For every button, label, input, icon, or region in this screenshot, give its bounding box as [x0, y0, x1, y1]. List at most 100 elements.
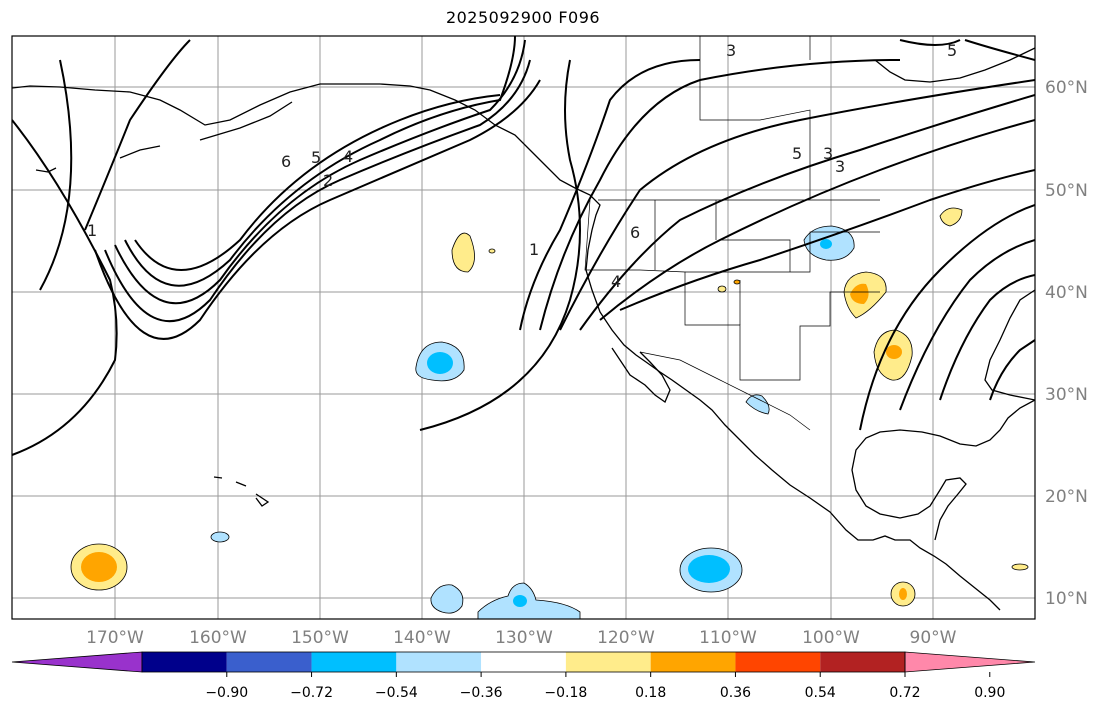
- shade-lightblue-108w: [745, 394, 770, 415]
- shade-yellow-small: [488, 248, 496, 254]
- lat-label: 40°N: [1045, 283, 1088, 303]
- contour-label: 6: [281, 152, 291, 171]
- contour-2a: [84, 39, 191, 231]
- lon-label: 170°W: [86, 628, 144, 648]
- contour-1b: [39, 59, 73, 291]
- lat-label: 60°N: [1045, 78, 1088, 98]
- colorbar-tick-label: 0.18: [635, 685, 666, 701]
- colorbar-tick-label: −0.90: [205, 685, 248, 701]
- hudson-coastline: [874, 47, 1035, 83]
- us-mexico-border: [639, 351, 811, 431]
- canada-province-borders: [699, 36, 811, 200]
- map-frame: [11, 35, 1036, 620]
- lat-label: 10°N: [1045, 589, 1088, 609]
- colorbar: −0.90 −0.72 −0.54 −0.36 −0.18 0.18 0.36 …: [11, 651, 1036, 701]
- contour-5a: [599, 119, 1035, 321]
- shade-orange-utah: [733, 279, 741, 285]
- map-title: 2025092900 F096: [445, 8, 601, 27]
- contour-5: [124, 36, 516, 287]
- contour-label: 4: [343, 147, 353, 166]
- shade-yellow-utah: [717, 285, 727, 293]
- shade-blue-138w: [427, 352, 453, 374]
- colorbar-segment: [481, 652, 566, 672]
- hawaii-islands: [213, 476, 270, 507]
- colorbar-segment: [226, 652, 312, 672]
- shade-lightblue-130w: [477, 582, 581, 619]
- shade-lightblue-hawaii: [210, 531, 230, 543]
- contour-label: 1: [529, 240, 539, 259]
- colorbar-tick-label: 0.72: [889, 685, 920, 701]
- contour-3: [104, 59, 531, 323]
- colorbar-tick-label: −0.36: [460, 685, 503, 701]
- contour-label: 3: [823, 144, 833, 163]
- contour-6: [134, 94, 501, 271]
- shaded-anomalies: [70, 207, 1029, 619]
- contour-label: 2: [323, 171, 333, 190]
- shade-yellow-caribbean: [1011, 563, 1029, 571]
- baja-coastline: [611, 347, 671, 403]
- lat-label: 30°N: [1045, 385, 1088, 405]
- colorbar-segment: [142, 652, 227, 672]
- contour-east-4: [989, 339, 1035, 401]
- colorbar-segment: [820, 652, 905, 672]
- west-coastline: [12, 83, 1001, 611]
- contour-east-2: [899, 239, 1035, 411]
- contour-label: 3: [726, 41, 736, 60]
- contour-4a: [579, 94, 1035, 331]
- shade-blue-99w: [820, 239, 832, 249]
- colorbar-extend-min: [11, 651, 143, 673]
- colorbar-segment: [565, 652, 651, 672]
- colorbar-segment: [650, 652, 736, 672]
- shade-lightblue-137w: [430, 584, 464, 614]
- shade-yellow-87w: [939, 207, 963, 227]
- contour-lines: [12, 36, 1035, 456]
- contour-label-group: 6 5 4 2 1 1 6 4 5 3 3 5 3: [87, 41, 957, 291]
- lon-label: 140°W: [393, 628, 451, 648]
- colorbar-frame: [141, 651, 906, 673]
- political-borders: [584, 36, 880, 431]
- contour-east-1: [859, 204, 1035, 431]
- interior-state-borders: [654, 200, 880, 325]
- colorbar-tick-label: 0.90: [974, 685, 1005, 701]
- contour-label: 5: [311, 148, 321, 167]
- colorbar-labels: −0.90 −0.72 −0.54 −0.36 −0.18 0.18 0.36 …: [205, 685, 1005, 701]
- contour-label: 4: [611, 272, 621, 291]
- colorbar-segment: [396, 652, 482, 672]
- shade-blue-130w: [513, 595, 527, 607]
- contour-3a: [559, 79, 1035, 331]
- colorbar-segments: [11, 651, 1036, 673]
- lon-label: 90°W: [910, 628, 957, 648]
- lon-label: 120°W: [597, 628, 655, 648]
- lon-label: 100°W: [802, 628, 860, 648]
- shade-orange-97w: [850, 283, 869, 304]
- contour-1a: [12, 119, 118, 456]
- contour-2c: [539, 59, 901, 331]
- longitude-axis: 170°W 160°W 150°W 140°W 130°W 120°W 110°…: [86, 628, 957, 648]
- contour-north: [899, 39, 1035, 61]
- colorbar-tick-label: −0.54: [375, 685, 418, 701]
- contour-2b: [94, 79, 541, 340]
- shade-orange-92w: [899, 588, 907, 600]
- colorbar-tick-label: −0.72: [290, 685, 333, 701]
- shade-yellow-140w: [451, 232, 475, 273]
- colorbar-tick-label: −0.18: [544, 685, 587, 701]
- us-state-borders: [584, 199, 880, 381]
- contour-east-3: [939, 274, 1035, 401]
- contour-label: 5: [947, 41, 957, 60]
- colorbar-extend-max: [904, 651, 1036, 673]
- lat-label: 50°N: [1045, 181, 1088, 201]
- contour-label: 1: [87, 221, 97, 240]
- lon-label: 160°W: [189, 628, 247, 648]
- contour-label: 5: [792, 144, 802, 163]
- shade-orange-93w: [886, 345, 902, 359]
- shade-orange-170w: [81, 552, 117, 582]
- colorbar-tick-label: 0.54: [805, 685, 836, 701]
- colorbar-ticks: [226, 672, 991, 677]
- contour-1c: [419, 59, 581, 431]
- lon-label: 130°W: [495, 628, 553, 648]
- contour-label: 3: [835, 157, 845, 176]
- contour-1d: [519, 59, 701, 331]
- gulf-coastline: [851, 399, 1035, 541]
- shade-blue-112w: [688, 555, 730, 583]
